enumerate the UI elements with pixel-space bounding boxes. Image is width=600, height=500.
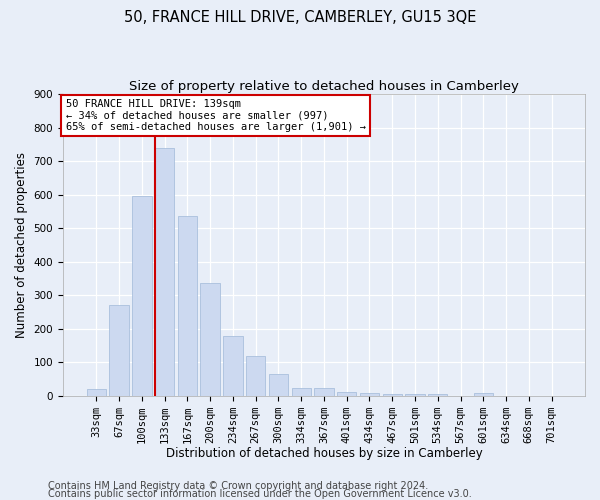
Text: 50, FRANCE HILL DRIVE, CAMBERLEY, GU15 3QE: 50, FRANCE HILL DRIVE, CAMBERLEY, GU15 3…: [124, 10, 476, 25]
Bar: [360, 393, 379, 396]
Bar: [178, 216, 197, 396]
Bar: [109, 305, 129, 396]
Bar: [292, 388, 311, 396]
Bar: [132, 196, 152, 396]
Bar: [337, 392, 356, 396]
Text: 50 FRANCE HILL DRIVE: 139sqm
← 34% of detached houses are smaller (997)
65% of s: 50 FRANCE HILL DRIVE: 139sqm ← 34% of de…: [65, 98, 365, 132]
Title: Size of property relative to detached houses in Camberley: Size of property relative to detached ho…: [129, 80, 519, 93]
Bar: [155, 148, 174, 396]
Bar: [269, 374, 288, 396]
Bar: [314, 388, 334, 396]
Bar: [406, 394, 425, 396]
Bar: [200, 284, 220, 396]
Text: Contains HM Land Registry data © Crown copyright and database right 2024.: Contains HM Land Registry data © Crown c…: [48, 481, 428, 491]
Bar: [86, 389, 106, 396]
Bar: [383, 394, 402, 396]
Bar: [473, 393, 493, 396]
Bar: [246, 356, 265, 396]
Y-axis label: Number of detached properties: Number of detached properties: [15, 152, 28, 338]
Bar: [223, 336, 242, 396]
X-axis label: Distribution of detached houses by size in Camberley: Distribution of detached houses by size …: [166, 447, 482, 460]
Bar: [428, 394, 448, 396]
Text: Contains public sector information licensed under the Open Government Licence v3: Contains public sector information licen…: [48, 489, 472, 499]
